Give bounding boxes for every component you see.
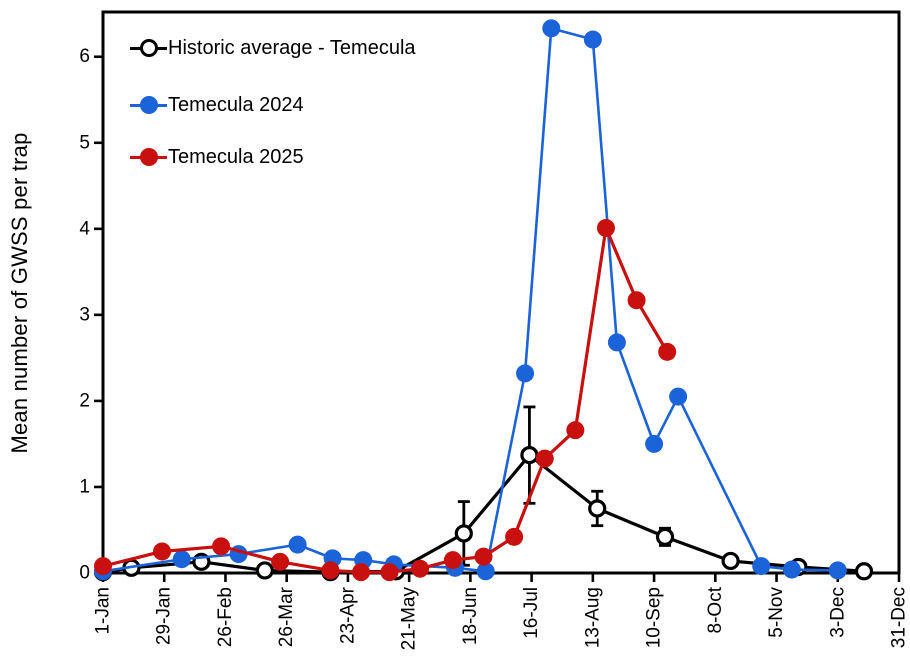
- y-tick-label: 3: [79, 304, 90, 325]
- data-point-marker: [566, 421, 585, 440]
- legend-line-sample-icon: [130, 148, 167, 166]
- data-point-marker: [583, 30, 602, 49]
- data-point-marker: [94, 557, 112, 576]
- data-point-marker: [520, 446, 539, 465]
- x-tick-label: 29-Jan: [154, 587, 175, 645]
- x-tick-label: 13-Aug: [582, 587, 603, 648]
- y-tick-label: 6: [79, 46, 90, 67]
- data-point-marker: [288, 535, 307, 554]
- data-point-marker: [172, 550, 191, 569]
- data-point-marker: [516, 364, 535, 383]
- y-axis-title: Mean number of GWSS per trap: [7, 132, 32, 454]
- data-point-marker: [655, 527, 675, 546]
- legend-label: Historic average - Temecula: [168, 36, 416, 59]
- data-point-marker: [153, 542, 172, 561]
- x-tick-label: 26-Mar: [276, 586, 297, 647]
- open-circle-marker-icon: [139, 39, 158, 57]
- data-point-marker: [380, 563, 399, 582]
- x-tick-label: 26-Feb: [215, 587, 236, 647]
- data-point-marker: [321, 561, 340, 580]
- data-point-marker: [782, 560, 801, 579]
- x-tick-label: 18-Jun: [460, 587, 481, 645]
- legend-item-temecula-2025: Temecula 2025: [130, 145, 304, 169]
- data-point-marker: [454, 524, 473, 543]
- data-point-marker: [627, 291, 646, 310]
- x-tick-label: 1-Jan: [93, 587, 114, 635]
- data-point-marker: [854, 562, 874, 581]
- data-point-marker: [411, 559, 430, 578]
- data-point-marker: [352, 563, 371, 582]
- filled-circle-marker-icon: [139, 96, 158, 114]
- data-point-marker: [828, 561, 847, 580]
- legend-item-historic-average: Historic average - Temecula: [130, 36, 416, 60]
- data-point-marker: [505, 527, 524, 546]
- x-tick-label: 21-May: [399, 587, 420, 651]
- series-1-line: [102, 27, 838, 573]
- x-tick-label: 8-Oct: [705, 586, 726, 633]
- legend-label: Temecula 2024: [168, 93, 304, 116]
- y-tick-label: 1: [79, 476, 90, 497]
- data-point-marker: [271, 552, 290, 571]
- data-point-marker: [542, 19, 561, 38]
- series-2-line: [102, 226, 669, 574]
- data-point-marker: [645, 434, 664, 453]
- y-tick-label: 5: [79, 132, 90, 153]
- data-point-marker: [443, 551, 462, 570]
- y-tick-label: 2: [79, 390, 90, 411]
- x-tick-label: 3-Dec: [827, 587, 848, 638]
- data-point-marker: [752, 557, 771, 576]
- x-tick-label: 10-Sep: [644, 587, 665, 648]
- y-tick-label: 0: [79, 563, 90, 584]
- y-tick-label: 4: [79, 218, 90, 239]
- data-point-marker: [721, 551, 740, 571]
- data-point-marker: [476, 562, 495, 581]
- data-point-marker: [607, 333, 626, 352]
- data-point-marker: [658, 342, 677, 361]
- plot-frame: [101, 10, 901, 575]
- filled-circle-marker-icon: [139, 148, 158, 166]
- legend-line-sample-icon: [130, 96, 167, 114]
- legend-item-temecula-2024: Temecula 2024: [130, 93, 304, 117]
- data-point-marker: [212, 537, 231, 556]
- data-point-marker: [535, 449, 554, 468]
- data-point-marker: [474, 547, 493, 566]
- legend-line-sample-icon: [130, 39, 167, 57]
- x-tick-label: 5-Nov: [766, 587, 787, 638]
- data-point-marker: [596, 218, 615, 237]
- data-point-marker: [669, 387, 688, 406]
- data-point-marker: [588, 499, 607, 518]
- x-tick-label: 31-Dec: [889, 587, 910, 648]
- legend-label: Temecula 2025: [168, 145, 304, 168]
- data-point-marker: [255, 561, 274, 580]
- x-tick-label: 23-Apr: [337, 586, 358, 644]
- x-tick-label: 16-Jul: [521, 587, 542, 639]
